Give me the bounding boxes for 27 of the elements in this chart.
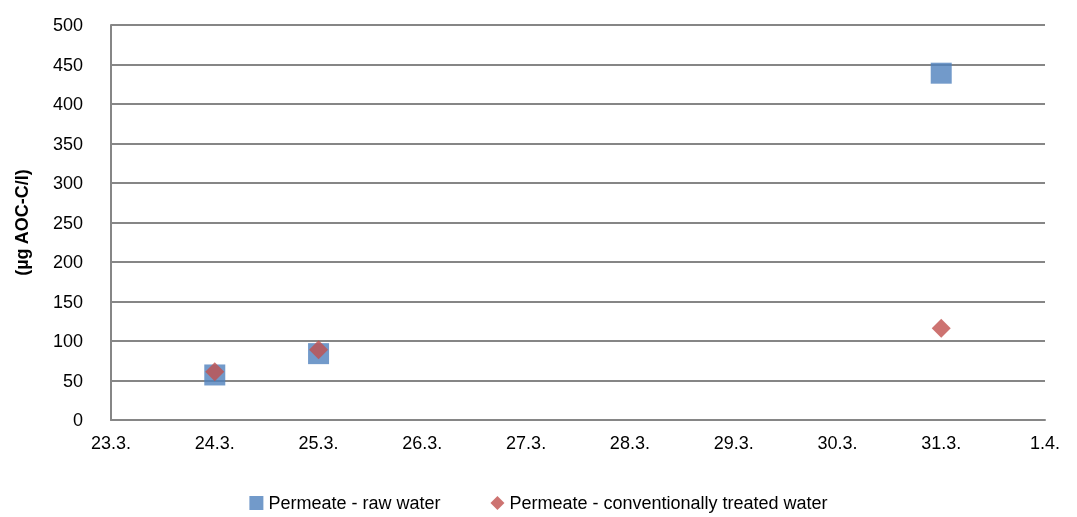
point <box>931 318 951 338</box>
y-tick-label: 400 <box>52 94 83 114</box>
legend-label: Permeate - raw water <box>268 493 441 513</box>
x-tick-label: 24.3. <box>194 433 235 453</box>
y-axis-title: (µg AOC-C/l) <box>12 169 32 276</box>
x-tick-label: 27.3. <box>506 433 547 453</box>
point <box>309 340 329 360</box>
y-tick-label: 150 <box>52 291 83 312</box>
y-tick-label: 200 <box>52 252 83 272</box>
x-tick-label: 1.4. <box>1029 433 1061 453</box>
x-tick-label: 29.3. <box>713 433 754 453</box>
y-tick-label: 250 <box>52 212 83 233</box>
y-tick-label: 100 <box>52 331 83 351</box>
x-tick-label: 31.3. <box>921 433 962 453</box>
y-tick-label: 300 <box>52 173 83 193</box>
x-tick-label: 30.3. <box>817 433 858 453</box>
x-tick-label: 28.3. <box>609 433 650 453</box>
y-tick-label: 450 <box>52 54 83 75</box>
x-tick-label: 26.3. <box>402 433 443 453</box>
x-tick-label: 23.3. <box>90 433 132 453</box>
x-tick-label: 25.3. <box>298 433 339 453</box>
y-tick-label: 50 <box>62 370 83 391</box>
legend-label: Permeate - conventionally treated water <box>509 493 828 513</box>
y-tick-label: 500 <box>52 15 83 35</box>
y-tick-label: 350 <box>52 133 83 154</box>
point <box>930 62 952 84</box>
y-tick-label: 0 <box>72 410 83 430</box>
